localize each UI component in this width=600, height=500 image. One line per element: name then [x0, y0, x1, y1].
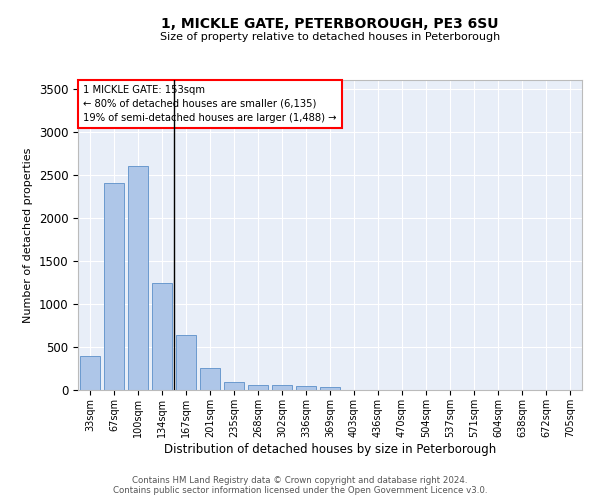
Text: 1, MICKLE GATE, PETERBOROUGH, PE3 6SU: 1, MICKLE GATE, PETERBOROUGH, PE3 6SU [161, 18, 499, 32]
Bar [104, 184, 124, 390]
Bar [176, 335, 196, 390]
Text: Size of property relative to detached houses in Peterborough: Size of property relative to detached ho… [160, 32, 500, 42]
X-axis label: Distribution of detached houses by size in Peterborough: Distribution of detached houses by size … [164, 442, 496, 456]
Bar [224, 382, 244, 390]
Bar [128, 166, 148, 390]
Bar [248, 385, 268, 390]
Bar [80, 356, 100, 390]
Bar [272, 385, 292, 390]
Bar [320, 388, 340, 390]
Bar [296, 386, 316, 390]
Text: Contains HM Land Registry data © Crown copyright and database right 2024.
Contai: Contains HM Land Registry data © Crown c… [113, 476, 487, 495]
Text: 1 MICKLE GATE: 153sqm
← 80% of detached houses are smaller (6,135)
19% of semi-d: 1 MICKLE GATE: 153sqm ← 80% of detached … [83, 84, 337, 122]
Y-axis label: Number of detached properties: Number of detached properties [23, 148, 33, 322]
Bar [200, 368, 220, 390]
Bar [152, 283, 172, 390]
